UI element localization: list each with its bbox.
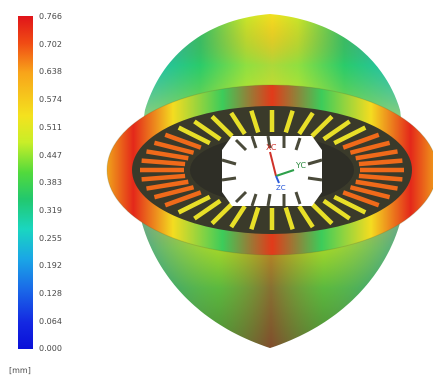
slot-tooth (342, 190, 380, 208)
inner-finger (250, 135, 258, 149)
legend-tick-label: 0.511 (39, 122, 62, 132)
slot-tooth (177, 194, 211, 215)
legend-tick-label: 0.702 (39, 39, 62, 49)
slot-tooth (322, 198, 351, 221)
slot-tooth (193, 119, 222, 142)
legend-unit-label: [mm] (9, 366, 31, 375)
slot-tooth (210, 202, 234, 226)
slot-tooth (249, 110, 261, 134)
slot-tooth (310, 114, 334, 138)
slot-tooth (283, 206, 295, 230)
triad-zc-label: ZC (276, 184, 286, 192)
slot-tooth (210, 114, 234, 138)
slot-tooth (355, 179, 398, 191)
triad-yc-label: YC (295, 161, 306, 170)
slot-tooth (229, 111, 247, 136)
slot-tooth (349, 140, 391, 155)
color-legend-bar (18, 16, 33, 349)
displacement-contour-model[interactable]: XC YC ZC (100, 0, 433, 383)
slot-tooth (310, 202, 334, 226)
legend-tick-label: 0.255 (39, 233, 62, 243)
inner-finger (294, 191, 302, 205)
slot-tooth (249, 206, 261, 230)
inner-finger (221, 158, 237, 166)
legend-tick-label: 0.574 (39, 95, 62, 105)
inner-finger (221, 176, 237, 182)
legend-tick-label: 0.192 (39, 261, 62, 271)
legend-tick-label: 0.447 (39, 150, 62, 160)
legend-tick-label: 0.000 (39, 344, 62, 354)
slot-tooth (297, 204, 315, 229)
slot-tooth (349, 185, 391, 200)
triad-xc-label: XC (266, 143, 277, 152)
central-opening (222, 136, 322, 206)
slot-tooth (177, 125, 211, 146)
coordinate-triad: XC YC ZC (266, 143, 306, 192)
inner-finger (266, 135, 272, 149)
slot-tooth (164, 190, 202, 208)
inner-finger (234, 190, 248, 204)
legend-tick-label: 0.064 (39, 316, 62, 326)
slot-tooth (297, 111, 315, 136)
inner-finger (307, 158, 323, 166)
slot-tooth (146, 149, 189, 161)
slot-tooth (146, 179, 189, 191)
inner-finger (266, 193, 272, 207)
slot-tooth (141, 173, 186, 182)
slot-tooth (333, 194, 367, 215)
slot-tooth (193, 198, 222, 221)
inner-finger (234, 138, 248, 152)
legend-tick-label: 0.638 (39, 67, 62, 77)
slot-tooth (358, 173, 403, 182)
inner-finger (294, 137, 302, 151)
legend-tick-label: 0.128 (39, 289, 62, 298)
legend-tick-label: 0.319 (39, 205, 62, 215)
slot-tooth (342, 132, 380, 150)
slot-tooth (153, 140, 195, 155)
radial-slots (140, 110, 404, 230)
inner-finger (307, 176, 323, 182)
legend-tick-label: 0.383 (39, 178, 62, 188)
slot-tooth (322, 119, 351, 142)
inner-finger (250, 193, 258, 207)
legend-tick-label: 0.766 (39, 12, 62, 21)
slot-tooth (141, 158, 186, 167)
slot-tooth (358, 158, 403, 167)
inner-fingers (221, 135, 323, 207)
slot-tooth (355, 149, 398, 161)
slot-tooth (164, 132, 202, 150)
slot-tooth (333, 125, 367, 146)
slot-tooth (153, 185, 195, 200)
slot-tooth (283, 110, 295, 134)
slot-tooth (229, 204, 247, 229)
